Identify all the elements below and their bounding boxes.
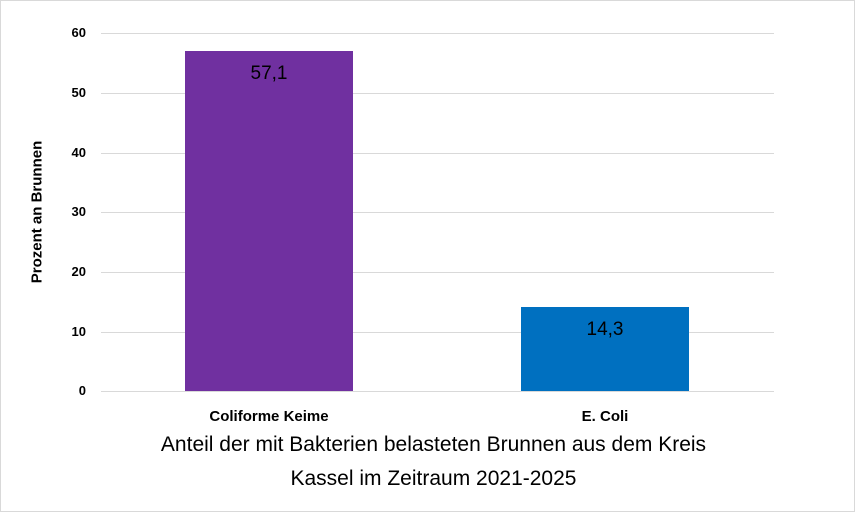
bar-coliforme-keime: 57,1 xyxy=(185,51,353,391)
gridline-20 xyxy=(101,272,774,273)
x-category-label: Coliforme Keime xyxy=(209,408,329,425)
bar-e-coli: 14,3 xyxy=(521,307,689,391)
gridline-30 xyxy=(101,212,774,213)
data-label: 14,3 xyxy=(586,319,624,340)
gridline-40 xyxy=(101,153,774,154)
gridline-60 xyxy=(101,33,774,34)
data-label: 57,1 xyxy=(250,63,288,84)
chart-title-line-1: Anteil der mit Bakterien belasteten Brun… xyxy=(160,433,707,456)
x-category-label: E. Coli xyxy=(581,408,629,425)
chart-title-line-2: Kassel im Zeitraum 2021-2025 xyxy=(290,467,577,490)
gridline-0 xyxy=(101,391,774,392)
y-tick: 20 xyxy=(71,264,86,279)
gridline-10 xyxy=(101,332,774,333)
y-tick: 50 xyxy=(71,85,86,100)
y-tick: 40 xyxy=(71,145,86,160)
gridline-50 xyxy=(101,93,774,94)
y-tick: 0 xyxy=(78,383,86,398)
y-tick: 30 xyxy=(71,204,86,219)
y-tick: 60 xyxy=(71,25,86,40)
y-tick: 10 xyxy=(71,324,86,339)
